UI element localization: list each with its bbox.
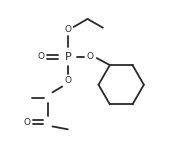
Text: O: O [87, 52, 94, 61]
Text: O: O [64, 76, 71, 85]
Text: P: P [64, 52, 71, 62]
Text: O: O [23, 118, 30, 127]
Text: O: O [37, 52, 44, 61]
Text: O: O [64, 25, 71, 34]
